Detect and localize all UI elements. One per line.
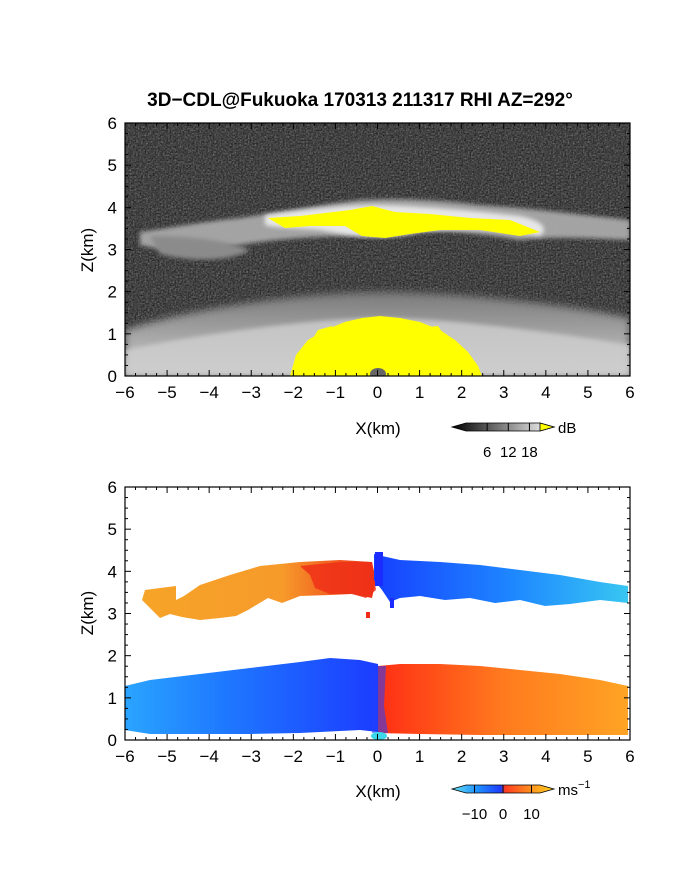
intensity-colorbar-tick-label: 6 — [483, 444, 491, 461]
velocity-colorbar-tick-label: −10 — [462, 806, 487, 823]
velocity-xtick-label: 5 — [583, 747, 592, 766]
intensity-colorbar: 6 12 18 dB — [450, 420, 576, 461]
intensity-xtick-label: −5 — [157, 383, 176, 402]
intensity-colorbar-gradient — [450, 422, 556, 432]
velocity-xtick-label: 1 — [415, 747, 424, 766]
velocity-xtick-label: 2 — [457, 747, 466, 766]
velocity-xtick-label: −6 — [115, 747, 134, 766]
velocity-xtick-label: 6 — [625, 747, 634, 766]
velocity-ytick-label: 3 — [108, 605, 117, 624]
intensity-colorbar-unit: dB — [558, 420, 576, 437]
velocity-xtick-label: −4 — [199, 747, 218, 766]
velocity-xlabel: X(km) — [355, 782, 400, 801]
velocity-ylabel: Z(km) — [78, 591, 97, 635]
velocity-xtick-label: −5 — [157, 747, 176, 766]
velocity-xtick-label: −1 — [326, 747, 345, 766]
velocity-xtick-label: 4 — [541, 747, 550, 766]
intensity-ytick-label: 5 — [108, 156, 117, 175]
velocity-axes: −6 −5 −4 −3 −2 −1 0 1 2 3 4 5 6 0 1 2 3 4 5 6 — [108, 478, 635, 766]
intensity-xtick-label: −4 — [199, 383, 218, 402]
intensity-ytick-label: 1 — [108, 325, 117, 344]
intensity-xtick-label: −6 — [115, 383, 134, 402]
intensity-xtick-label: 5 — [583, 383, 592, 402]
intensity-ytick-label: 4 — [108, 198, 117, 217]
velocity-ytick-label: 6 — [108, 478, 117, 497]
intensity-xtick-label: 0 — [373, 383, 382, 402]
intensity-panel: −6 −5 −4 −3 −2 −1 0 1 2 3 4 5 6 0 1 2 3 4 5 6 X(km) Z(km) — [78, 114, 635, 438]
intensity-ytick-label: 0 — [108, 367, 117, 386]
velocity-colorbar: −10 0 10 ms−1 — [450, 779, 591, 823]
intensity-xlabel: X(km) — [355, 419, 400, 438]
chart-title: 3D−CDL@Fukuoka 170313 211317 RHI AZ=292° — [147, 90, 573, 111]
intensity-ylabel: Z(km) — [78, 228, 97, 272]
intensity-xtick-label: −1 — [326, 383, 345, 402]
velocity-colorbar-unit: ms−1 — [558, 779, 591, 799]
intensity-ytick-label: 3 — [108, 241, 117, 260]
velocity-ytick-label: 5 — [108, 520, 117, 539]
intensity-axes: −6 −5 −4 −3 −2 −1 0 1 2 3 4 5 6 0 1 2 3 4 5 6 — [108, 114, 635, 402]
velocity-image — [125, 487, 630, 740]
velocity-colorbar-tick-label: 10 — [523, 806, 540, 823]
intensity-xtick-label: 3 — [499, 383, 508, 402]
velocity-xtick-label: 0 — [373, 747, 382, 766]
velocity-ytick-label: 0 — [108, 731, 117, 750]
intensity-colorbar-tick-label: 12 — [500, 444, 517, 461]
intensity-ytick-label: 2 — [108, 283, 117, 302]
velocity-ytick-label: 2 — [108, 647, 117, 666]
intensity-xtick-label: −3 — [242, 383, 261, 402]
velocity-colorbar-tick-label: 0 — [499, 806, 507, 823]
velocity-xtick-label: 3 — [499, 747, 508, 766]
intensity-ytick-label: 6 — [108, 114, 117, 133]
velocity-ytick-label: 4 — [108, 562, 117, 581]
intensity-image — [125, 123, 630, 376]
intensity-xtick-label: 4 — [541, 383, 550, 402]
velocity-xtick-label: −3 — [242, 747, 261, 766]
intensity-colorbar-tick-label: 18 — [521, 444, 538, 461]
velocity-ytick-label: 1 — [108, 689, 117, 708]
intensity-xtick-label: −2 — [284, 383, 303, 402]
velocity-panel: −6 −5 −4 −3 −2 −1 0 1 2 3 4 5 6 0 1 2 3 4 5 6 X(km) Z(km) — [78, 478, 635, 801]
intensity-xtick-label: 6 — [625, 383, 634, 402]
intensity-xtick-label: 2 — [457, 383, 466, 402]
velocity-colorbar-ticks: −10 0 10 — [462, 785, 540, 823]
intensity-colorbar-ticks: 6 12 18 — [483, 423, 538, 461]
intensity-xtick-label: 1 — [415, 383, 424, 402]
velocity-xtick-label: −2 — [284, 747, 303, 766]
